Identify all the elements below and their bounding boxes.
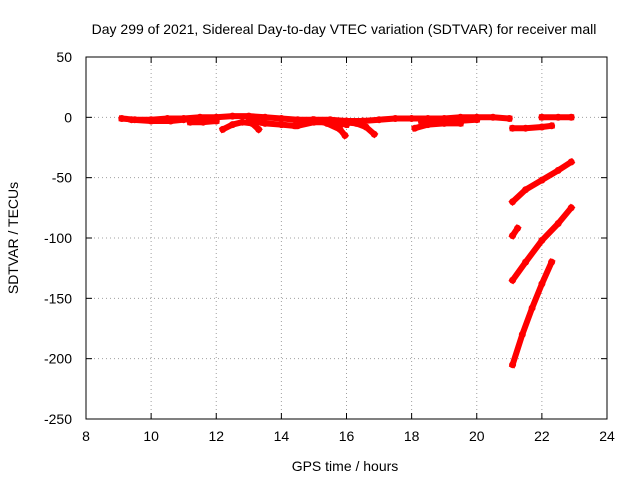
- data-point: [509, 198, 517, 206]
- data-point: [310, 116, 318, 124]
- x-tick-label: 20: [469, 428, 485, 444]
- data-point: [341, 131, 349, 139]
- x-tick-label: 16: [339, 428, 355, 444]
- data-point: [518, 331, 526, 338]
- series-line: [509, 122, 555, 132]
- x-tick-label: 14: [274, 428, 290, 444]
- grid: [86, 57, 607, 419]
- data-point: [453, 117, 461, 125]
- data-point: [567, 204, 575, 212]
- data-point: [528, 304, 536, 312]
- y-tick-label: -50: [52, 170, 72, 186]
- data-point: [212, 117, 220, 125]
- data-point: [147, 117, 155, 125]
- data-point: [509, 232, 517, 240]
- data-point: [538, 113, 546, 121]
- data-point: [362, 123, 370, 131]
- data-point: [255, 125, 263, 133]
- data-point: [522, 258, 530, 266]
- data-point: [509, 124, 517, 132]
- data-point: [522, 124, 530, 132]
- data-point: [128, 116, 136, 124]
- y-tick-label: -100: [44, 230, 72, 246]
- data-point: [229, 121, 236, 129]
- data-point: [323, 119, 331, 127]
- data-point: [538, 123, 546, 131]
- data-marks: [118, 112, 576, 369]
- data-point: [238, 118, 246, 126]
- series-line: [310, 115, 350, 140]
- data-point: [245, 117, 253, 125]
- data-point: [554, 113, 562, 121]
- data-point: [538, 236, 546, 244]
- data-point: [375, 116, 383, 124]
- data-point: [514, 224, 521, 232]
- y-tick-label: 0: [64, 109, 72, 125]
- data-point: [522, 186, 530, 194]
- data-point: [567, 113, 575, 121]
- series-line: [418, 116, 480, 126]
- x-tick-label: 10: [143, 428, 159, 444]
- data-point: [370, 130, 378, 138]
- y-tick-label: -150: [44, 290, 72, 306]
- series-line: [128, 116, 187, 124]
- y-axis-label: SDTVAR / TECUs: [5, 182, 21, 294]
- data-point: [509, 276, 517, 284]
- x-tick-label: 12: [208, 428, 224, 444]
- data-point: [408, 115, 416, 122]
- x-tick-label: 18: [404, 428, 420, 444]
- data-point: [554, 220, 562, 227]
- data-point: [352, 119, 360, 127]
- y-tick-label: 50: [56, 49, 72, 65]
- data-point: [261, 113, 269, 121]
- data-point: [473, 116, 481, 124]
- data-point: [186, 118, 194, 126]
- data-point: [434, 118, 442, 126]
- y-tick-label: -200: [44, 351, 72, 367]
- data-point: [294, 122, 302, 130]
- data-point: [277, 121, 285, 129]
- data-point: [199, 118, 207, 126]
- data-point: [538, 176, 546, 184]
- y-tick-label: -250: [44, 411, 72, 427]
- data-point: [489, 113, 497, 121]
- data-point: [167, 117, 175, 125]
- data-point: [391, 115, 399, 122]
- data-point: [229, 112, 236, 120]
- data-point: [336, 125, 344, 133]
- data-point: [219, 125, 227, 133]
- data-point: [417, 117, 425, 125]
- data-point: [505, 115, 513, 122]
- data-point: [548, 258, 556, 266]
- data-point: [118, 115, 126, 122]
- data-point: [411, 124, 419, 132]
- data-point: [567, 158, 575, 166]
- x-axis-label: GPS time / hours: [292, 458, 399, 474]
- data-point: [180, 116, 188, 124]
- data-point: [261, 119, 269, 127]
- axis-ticks: 8 10 12 14 16 18 20 22 24 50 0 -50 -100 -150 -200 -250: [44, 49, 615, 444]
- x-tick-label: 22: [534, 428, 550, 444]
- data-point: [538, 280, 546, 288]
- x-tick-label: 24: [599, 428, 615, 444]
- series-line: [339, 118, 379, 139]
- data-point: [294, 116, 302, 124]
- series-line: [508, 258, 556, 369]
- data-point: [509, 361, 517, 369]
- series-line: [245, 117, 298, 130]
- chart-title: Day 299 of 2021, Sidereal Day-to-day VTE…: [92, 21, 597, 37]
- data-point: [339, 118, 347, 126]
- data-point: [277, 115, 285, 122]
- data-point: [548, 122, 556, 130]
- x-tick-label: 8: [82, 428, 90, 444]
- data-point: [554, 166, 562, 174]
